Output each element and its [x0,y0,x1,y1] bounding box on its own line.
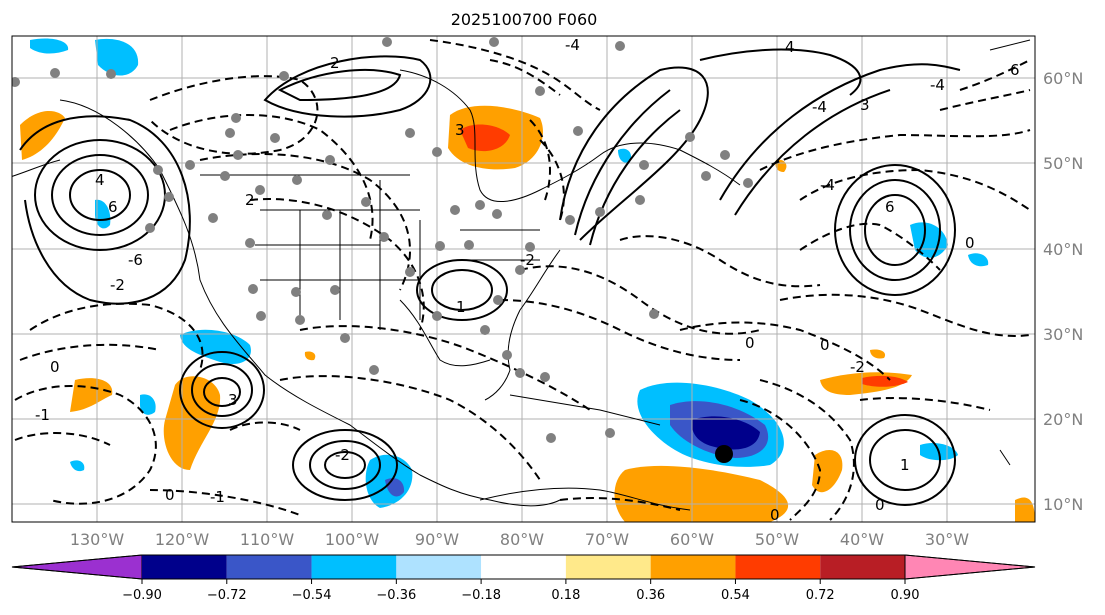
svg-text:-4: -4 [812,98,827,116]
svg-text:1: 1 [900,456,910,474]
colorbar-bin [735,555,821,579]
colorbar-tick-label: 0.18 [551,588,580,603]
map-frame [11,35,1036,523]
colorbar-bin [142,555,227,579]
svg-text:6: 6 [1010,61,1020,79]
svg-text:0: 0 [965,234,975,252]
svg-text:-2: -2 [110,276,125,294]
colorbar-tick-label: 0.54 [721,588,750,603]
colorbar-bin [226,555,312,579]
svg-text:10°N: 10°N [1043,495,1083,514]
negative-shading [30,38,989,508]
svg-text:0: 0 [50,358,60,376]
svg-text:0: 0 [875,496,885,514]
svg-text:90°W: 90°W [415,530,459,549]
svg-text:60°N: 60°N [1043,69,1083,88]
svg-text:3: 3 [228,391,238,409]
svg-text:0: 0 [770,506,780,524]
svg-text:3: 3 [860,96,870,114]
colorbar-tick-label: −0.90 [122,588,162,603]
svg-text:30°W: 30°W [925,530,969,549]
svg-text:-2: -2 [520,251,535,269]
svg-text:-2: -2 [335,446,350,464]
colorbar-bin [396,555,482,579]
svg-text:3: 3 [455,121,465,139]
contour-labels: 4 6 3 -2 1 3 0 0 -2 6 0 0 1 0 -1 0 -1 0 … [35,36,1020,524]
svg-text:30°N: 30°N [1043,325,1083,344]
colorbar-tick-labels: −0.90 −0.72 −0.54 −0.36 −0.18 0.18 0.36 0.54 0.7… [122,579,919,603]
dashed-contours [14,39,1031,521]
svg-text:0: 0 [745,334,755,352]
svg-text:2: 2 [330,54,340,72]
longitude-labels: 130°W 120°W 110°W 100°W 90°W 80°W 70°W 6… [70,530,969,549]
colorbar-bin [311,555,397,579]
colorbar-tick-label: 0.36 [636,588,665,603]
svg-text:6: 6 [885,198,895,216]
svg-text:6: 6 [108,198,118,216]
latitude-labels: 60°N 50°N 40°N 30°N 20°N 10°N [1043,69,1083,514]
svg-text:-4: -4 [820,176,835,194]
svg-text:-2: -2 [850,358,865,376]
svg-text:50°W: 50°W [755,530,799,549]
colorbar-tick-label: 0.90 [891,588,920,603]
colorbar [11,554,1036,580]
svg-text:-1: -1 [35,406,50,424]
svg-text:50°N: 50°N [1043,154,1083,173]
svg-text:2: 2 [245,191,255,209]
svg-text:40°W: 40°W [840,530,884,549]
storm-center-marker [715,445,733,463]
colorbar-tick-label: −0.72 [207,588,247,603]
positive-shading [20,105,1035,522]
svg-text:0: 0 [165,486,175,504]
svg-text:4: 4 [785,38,795,56]
svg-text:130°W: 130°W [70,530,125,549]
svg-text:-4: -4 [565,36,580,54]
colorbar-bin [481,555,566,579]
svg-text:40°N: 40°N [1043,240,1083,259]
svg-text:80°W: 80°W [500,530,544,549]
station-points [12,37,753,443]
colorbar-bin [565,555,651,579]
svg-text:1: 1 [456,298,466,316]
svg-text:70°W: 70°W [585,530,629,549]
svg-text:-6: -6 [128,251,143,269]
svg-text:0: 0 [820,336,830,354]
svg-text:60°W: 60°W [670,530,714,549]
colorbar-tick-label: 0.72 [806,588,835,603]
svg-text:-4: -4 [930,76,945,94]
colorbar-tick-label: −0.36 [376,588,416,603]
colorbar-extend-low [11,554,143,580]
colorbar-tick-label: −0.54 [292,588,332,603]
colorbar-bin [820,555,905,579]
svg-text:100°W: 100°W [325,530,380,549]
map-panel [12,36,1035,522]
svg-text:-1: -1 [210,488,225,506]
map-title: 2025100700 F060 [450,10,598,29]
colorbar-extend-high [904,554,1036,580]
colorbar-bin [650,555,736,579]
colorbar-tick-label: −0.18 [461,588,501,603]
svg-text:20°N: 20°N [1043,410,1083,429]
svg-text:120°W: 120°W [155,530,210,549]
svg-text:110°W: 110°W [240,530,295,549]
solid-contours [19,48,961,506]
svg-text:4: 4 [95,171,105,189]
